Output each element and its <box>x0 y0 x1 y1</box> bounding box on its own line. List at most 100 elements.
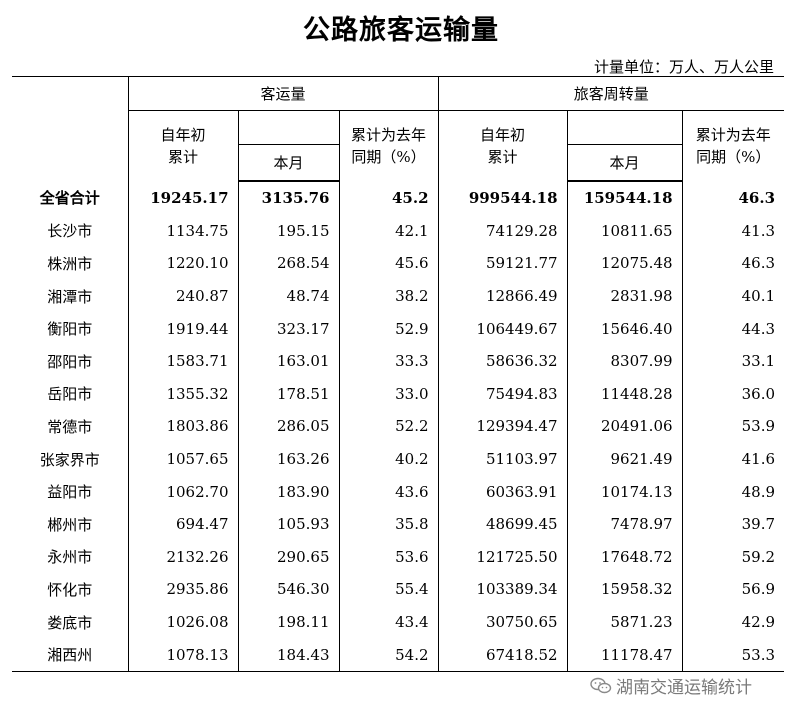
header-t-month: 本月 <box>566 144 683 182</box>
turnover-yoy-cell: 53.3 <box>681 638 785 672</box>
header-p-yoy-line2: 同期（%） <box>351 148 426 166</box>
passenger-month-cell: 184.43 <box>237 638 339 672</box>
turnover-ytd-cell: 999544.18 <box>437 181 568 215</box>
turnover-ytd-cell: 60363.91 <box>437 475 568 508</box>
passenger-month-cell: 546.30 <box>237 573 339 606</box>
passenger-yoy-cell: 54.2 <box>338 638 439 672</box>
passenger-month-cell: 163.01 <box>237 344 339 378</box>
turnover-ytd-cell: 75494.83 <box>437 377 568 411</box>
passenger-yoy-cell: 45.2 <box>338 181 439 215</box>
turnover-yoy-cell: 59.2 <box>681 540 785 574</box>
passenger-month-cell: 48.74 <box>237 279 339 313</box>
passenger-ytd-cell: 694.47 <box>127 507 238 541</box>
turnover-yoy-cell: 53.9 <box>681 410 785 443</box>
turnover-ytd-cell: 48699.45 <box>437 507 568 541</box>
unit-note: 计量单位：万人、万人公里 <box>593 58 774 76</box>
turnover-month-cell: 2831.98 <box>566 279 683 313</box>
table-row: 娄底市 1026.08 198.11 43.4 30750.65 5871.23 42.9 <box>12 605 785 639</box>
region-cell: 株洲市 <box>47 254 93 273</box>
passenger-ytd-cell: 1026.08 <box>127 605 238 639</box>
header-t-month-spacer <box>566 110 683 145</box>
turnover-ytd-cell: 103389.34 <box>437 573 568 606</box>
region-cell: 全省合计 <box>39 189 100 208</box>
turnover-ytd-cell: 67418.52 <box>437 638 568 672</box>
header-p-ytd-line2: 累计 <box>167 148 198 166</box>
region-cell: 张家界市 <box>39 450 100 469</box>
turnover-month-cell: 15646.40 <box>566 312 683 345</box>
turnover-yoy-cell: 56.9 <box>681 573 785 606</box>
region-cell: 郴州市 <box>47 515 93 534</box>
passenger-month-cell: 163.26 <box>237 442 339 476</box>
passenger-month-cell: 3135.76 <box>237 181 339 215</box>
table-row: 长沙市 1134.75 195.15 42.1 74129.28 10811.65 41.3 <box>12 214 785 248</box>
passenger-ytd-cell: 1062.70 <box>127 475 238 508</box>
passenger-yoy-cell: 55.4 <box>338 573 439 606</box>
turnover-month-cell: 7478.97 <box>566 507 683 541</box>
turnover-month-cell: 20491.06 <box>566 410 683 443</box>
header-region-cell <box>12 76 128 181</box>
region-cell: 永州市 <box>47 548 93 567</box>
turnover-yoy-cell: 41.6 <box>681 442 785 476</box>
header-t-ytd-line1: 自年初 <box>480 126 526 144</box>
table-row: 郴州市 694.47 105.93 35.8 48699.45 7478.97 39.7 <box>12 507 785 541</box>
table-row: 益阳市 1062.70 183.90 43.6 60363.91 10174.13 48.9 <box>12 475 785 508</box>
table-row: 衡阳市 1919.44 323.17 52.9 106449.67 15646.40 44.… <box>12 312 785 345</box>
turnover-ytd-cell: 106449.67 <box>437 312 568 345</box>
turnover-yoy-cell: 46.3 <box>681 247 785 280</box>
passenger-ytd-cell: 1078.13 <box>127 638 238 672</box>
turnover-yoy-cell: 44.3 <box>681 312 785 345</box>
region-cell: 常德市 <box>47 417 93 436</box>
passenger-month-cell: 290.65 <box>237 540 339 574</box>
passenger-month-cell: 268.54 <box>237 247 339 280</box>
passenger-yoy-cell: 53.6 <box>338 540 439 574</box>
passenger-yoy-cell: 52.9 <box>338 312 439 345</box>
header-t-yoy-line2: 同期（%） <box>696 148 771 166</box>
table-row: 怀化市 2935.86 546.30 55.4 103389.34 15958.32 56.… <box>12 573 785 606</box>
page-title: 公路旅客运输量 <box>303 15 499 46</box>
header-t-ytd-line2: 累计 <box>487 148 518 166</box>
turnover-yoy-cell: 41.3 <box>681 214 785 248</box>
turnover-month-cell: 11178.47 <box>566 638 683 672</box>
region-cell: 湘西州 <box>12 638 128 672</box>
passenger-yoy-cell: 33.3 <box>338 344 439 378</box>
header-t-yoy: 累计为去年 同期（%） <box>681 110 785 181</box>
table-row: 常德市 1803.86 286.05 52.2 129394.47 20491.06 53.… <box>12 410 785 443</box>
header-p-ytd: 自年初 累计 <box>127 110 238 181</box>
passenger-month-cell: 286.05 <box>237 410 339 443</box>
passenger-yoy-cell: 40.2 <box>338 442 439 476</box>
turnover-yoy-cell: 33.1 <box>681 344 785 378</box>
region-cell: 岳阳市 <box>47 385 93 404</box>
header-p-ytd-line1: 自年初 <box>160 126 206 144</box>
turnover-ytd-cell: 74129.28 <box>437 214 568 248</box>
passenger-yoy-cell: 43.4 <box>338 605 439 639</box>
passenger-ytd-cell: 1134.75 <box>127 214 238 248</box>
table-row: 张家界市 1057.65 163.26 40.2 51103.97 9621.49 41.6 <box>12 442 785 476</box>
turnover-ytd-cell: 51103.97 <box>437 442 568 476</box>
watermark: 湖南交通运输统计 <box>590 673 752 698</box>
passenger-yoy-cell: 45.6 <box>338 247 439 280</box>
table-row: 岳阳市 1355.32 178.51 33.0 75494.83 11448.28 36.0 <box>12 377 785 411</box>
header-row-groups: 客运量 旅客周转量 <box>12 76 785 181</box>
region-cell: 邵阳市 <box>47 352 93 371</box>
table-row: 邵阳市 1583.71 163.01 33.3 58636.32 8307.99 33.1 <box>12 344 785 378</box>
turnover-month-cell: 11448.28 <box>566 377 683 411</box>
passenger-ytd-cell: 2132.26 <box>127 540 238 574</box>
turnover-month-cell: 12075.48 <box>566 247 683 280</box>
passenger-yoy-cell: 33.0 <box>338 377 439 411</box>
turnover-month-cell: 17648.72 <box>566 540 683 574</box>
passenger-month-cell: 195.15 <box>237 214 339 248</box>
passenger-yoy-cell: 38.2 <box>338 279 439 313</box>
table-row: 湘潭市 240.87 48.74 38.2 12866.49 2831.98 40.1 <box>12 279 785 313</box>
turnover-ytd-cell: 129394.47 <box>437 410 568 443</box>
passenger-ytd-cell: 1355.32 <box>127 377 238 411</box>
header-t-yoy-line1: 累计为去年 <box>695 126 771 144</box>
passenger-ytd-cell: 19245.17 <box>127 181 238 215</box>
watermark-text: 湖南交通运输统计 <box>616 678 752 698</box>
turnover-month-cell: 5871.23 <box>566 605 683 639</box>
turnover-yoy-cell: 36.0 <box>681 377 785 411</box>
turnover-ytd-cell: 58636.32 <box>437 344 568 378</box>
header-p-month: 本月 <box>237 144 339 182</box>
region-cell: 衡阳市 <box>47 320 93 339</box>
turnover-ytd-cell: 121725.50 <box>437 540 568 574</box>
passenger-month-cell: 178.51 <box>237 377 339 411</box>
